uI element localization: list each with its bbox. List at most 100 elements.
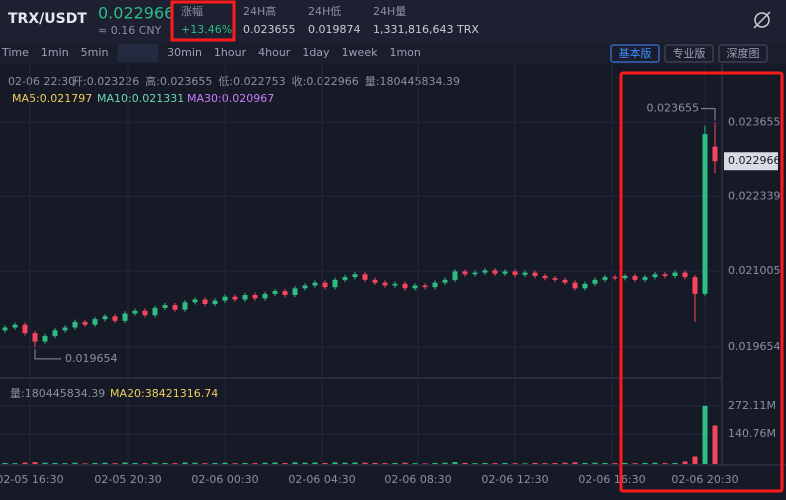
candle-body xyxy=(62,327,68,331)
high-marker xyxy=(701,108,716,121)
candle-body xyxy=(412,285,418,289)
interval-tab[interactable]: 30min xyxy=(167,46,202,59)
volume-bar xyxy=(512,463,518,464)
y-tick-label: 0.022339 xyxy=(728,189,781,202)
volume-bar xyxy=(162,462,168,464)
interval-tab[interactable]: 1mon xyxy=(389,46,420,59)
volume-bar xyxy=(262,462,268,464)
volume-bar xyxy=(442,462,448,464)
candle-body xyxy=(632,275,638,280)
view-button[interactable] xyxy=(718,44,768,63)
candle-body xyxy=(562,279,568,283)
volume-bar xyxy=(352,462,358,464)
volume-bar xyxy=(552,462,558,464)
view-button-label[interactable]: 专业版 xyxy=(673,46,706,60)
candle-body xyxy=(382,282,388,286)
vol-tick-label: 272.11M xyxy=(728,399,776,412)
interval-tab[interactable]: 4hour xyxy=(258,46,291,59)
view-button[interactable] xyxy=(664,44,714,63)
volume-bar xyxy=(412,463,418,464)
vol-label: 24H量 xyxy=(373,5,406,18)
volume-bar xyxy=(242,462,248,464)
volume-bar xyxy=(362,462,368,464)
volume-bar xyxy=(172,463,178,464)
cny: ≈ 0.16 CNY xyxy=(98,24,162,37)
candle-body xyxy=(482,270,488,273)
candle-body xyxy=(312,282,318,286)
volume-bar xyxy=(202,463,208,464)
change: +13.46% xyxy=(181,23,232,36)
ohlc-info: 量:180445834.39 xyxy=(365,75,460,88)
candle-body xyxy=(372,279,378,283)
volume-bar xyxy=(422,463,428,464)
candle-body xyxy=(262,293,268,299)
volume-bar xyxy=(222,462,228,464)
volume-bar xyxy=(92,462,98,464)
volume-bar xyxy=(522,463,528,464)
volume-bar xyxy=(282,462,288,464)
volume-bar xyxy=(562,462,568,464)
highlight-box xyxy=(170,0,236,42)
candle-body xyxy=(282,291,288,296)
candle-body xyxy=(602,277,608,280)
candle-body xyxy=(292,288,298,296)
interval-tab[interactable]: 1hour xyxy=(214,46,247,59)
view-button-label[interactable]: 深度图 xyxy=(727,46,760,60)
volume-bar xyxy=(542,463,548,464)
candle-body xyxy=(462,271,468,275)
candle-body xyxy=(592,279,598,284)
volume-bar xyxy=(382,463,388,464)
candle-body xyxy=(712,146,718,162)
candle-body xyxy=(432,282,438,288)
candle-body xyxy=(192,299,198,303)
candle-body xyxy=(172,305,178,310)
volume-bar xyxy=(322,462,328,464)
settings-icon[interactable] xyxy=(753,11,771,29)
interval-tab[interactable]: 1min xyxy=(41,46,69,59)
vol-info: 量:180445834.39 xyxy=(10,387,105,400)
interval-tab[interactable]: 1week xyxy=(342,46,379,59)
volume-bar xyxy=(702,405,708,464)
view-button-label[interactable]: 基本版 xyxy=(619,46,652,60)
volume-bar xyxy=(82,463,88,464)
candle-body xyxy=(232,296,238,300)
last-price-label: 0.022966 xyxy=(728,154,781,167)
interval-tab[interactable]: Time xyxy=(1,46,29,59)
last-price-tag xyxy=(724,152,778,171)
volume-bar xyxy=(372,462,378,464)
x-tick-label: 02-06 20:30 xyxy=(671,473,738,486)
volume-bar xyxy=(622,462,628,464)
volume-bar xyxy=(302,462,308,464)
ohlc-info: 低:0.022753 xyxy=(218,75,285,88)
interval-tab[interactable]: 1day xyxy=(302,46,330,59)
interval-tab[interactable]: 5min xyxy=(81,46,109,59)
volume-bar xyxy=(212,462,218,464)
volume-bar xyxy=(492,463,498,464)
candle-body xyxy=(612,277,618,279)
ohlc-info: 收:0.022966 xyxy=(292,74,359,88)
vol-tick-label: 140.76M xyxy=(728,427,776,440)
candle-body xyxy=(142,310,148,316)
volume-bar xyxy=(662,463,668,464)
candle-body xyxy=(102,316,108,320)
low: 0.019874 xyxy=(308,23,361,36)
candle-body xyxy=(582,283,588,289)
x-tick-label: 02-05 16:30 xyxy=(0,473,64,486)
candle-body xyxy=(352,274,358,278)
x-tick-label: 02-06 00:30 xyxy=(191,473,258,486)
volume-bar xyxy=(22,462,28,464)
ma10: MA10:0.021331 xyxy=(97,92,184,105)
candle-body xyxy=(132,310,138,314)
candle-body xyxy=(572,282,578,289)
volume-bar xyxy=(62,463,68,464)
candle-body xyxy=(252,295,258,299)
high-annotation: 0.023655 xyxy=(647,102,700,115)
candle-body xyxy=(362,274,368,280)
candle-body xyxy=(302,285,308,289)
x-tick-label: 02-06 12:30 xyxy=(481,473,548,486)
highlight-box xyxy=(619,71,784,493)
price: 0.022966 xyxy=(98,4,174,23)
volume-bar xyxy=(472,463,478,464)
view-button[interactable] xyxy=(610,44,660,63)
